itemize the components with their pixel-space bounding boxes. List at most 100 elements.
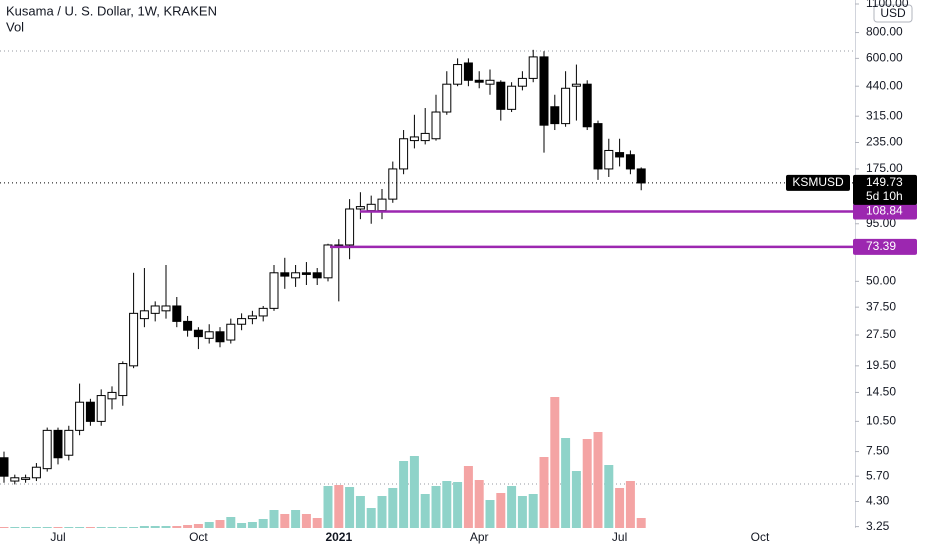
volume-bar [204,522,214,528]
candle-body [528,56,538,79]
y-tick-label: 7.50 [866,444,890,458]
y-tick-label: 4.30 [866,494,890,508]
level-label: 108.84 [866,204,903,218]
volume-bar [517,496,527,528]
y-tick-label: 10.50 [866,414,896,428]
volume-bar [366,508,376,528]
volume-bar [280,514,290,528]
volume-bar [463,466,473,528]
level-tag [853,238,917,255]
candle-body [183,320,193,331]
volume-bar [355,496,365,528]
candle-body [269,272,279,309]
volume-bar [258,519,268,528]
chart-title: Kusama / U. S. Dollar, 1W, KRAKEN [6,3,217,18]
y-tick-label: 5.70 [866,468,890,482]
volume-bar [31,527,41,528]
volume-bar [345,487,355,528]
candle-body [366,203,376,212]
plot [0,49,646,528]
y-tick-label: 27.50 [866,327,896,341]
y-tick-label: 800.00 [866,25,903,39]
candle-body [258,307,268,317]
volume-bar [409,456,419,528]
candle-body [496,81,506,110]
candle-body [139,310,149,320]
candle-body [399,138,409,170]
volume-bar [96,527,106,528]
volume-bar [550,397,560,528]
volume-bar [215,520,225,528]
x-tick-label: Jul [612,530,627,544]
candle-body [193,329,203,338]
candle-body [150,305,160,314]
candle-body [517,77,527,87]
volume-bar [442,481,452,528]
candle-body [226,323,236,341]
candle-body [453,64,463,85]
y-tick-label: 175.00 [866,161,903,175]
candle-body [409,136,419,142]
volume-bar [53,527,63,528]
volume-bar [64,527,74,528]
volume-bar [85,527,95,528]
volume-bar [312,518,322,528]
volume-bar [571,471,581,528]
candle-body [442,83,452,113]
y-tick-label: 315.00 [866,108,903,122]
candle-body [561,87,571,125]
volume-bar [269,510,279,528]
candle-body [96,395,106,422]
currency-label[interactable]: USD [880,6,906,20]
volume-bar [226,517,236,528]
candle-body [571,83,581,87]
volume-bar [528,494,538,528]
candle-body [21,477,31,480]
candle-body [474,79,484,83]
candle-body [485,79,495,85]
volume-bar [10,527,20,528]
volume-bar [161,526,171,528]
volume-bar [399,461,409,528]
symbol-label: KSMUSD [792,175,844,189]
candle-body [291,272,301,279]
y-tick-label: 19.50 [866,358,896,372]
volume-bar [388,488,398,528]
candle-body [323,244,333,279]
volume-bar [593,432,603,528]
x-tick-label: Jul [50,530,65,544]
candle-body [129,312,139,367]
volume-bar [0,527,9,528]
x-tick-label: Apr [470,530,489,544]
candle-body [204,331,214,339]
candle-body [280,272,290,277]
volume-bar [334,485,344,528]
volume-bar [507,486,517,528]
candle-body [75,401,85,431]
candle-body [85,401,95,422]
volume-bar [129,527,139,528]
candle-body [615,152,625,158]
currency-button[interactable] [873,4,913,23]
candle-body [31,466,41,479]
y-tick-label: 37.50 [866,299,896,313]
volume-bar [21,527,31,528]
candle-body [463,62,473,81]
volume-bar [107,527,117,528]
volume-bar [301,514,311,528]
volume-bar [453,482,463,528]
countdown-label: 5d 10h [866,189,903,203]
y-tick-label: 50.00 [866,274,896,288]
candle-body [388,168,398,200]
volume-bar [561,438,571,528]
volume-bar [615,488,625,528]
volume-bar [625,481,635,528]
volume-bar [496,493,506,528]
candle-body [625,154,635,170]
candle-body [172,305,182,322]
candle-body [355,206,365,210]
y-tick-label: 235.00 [866,135,903,149]
candle-body [507,85,517,110]
